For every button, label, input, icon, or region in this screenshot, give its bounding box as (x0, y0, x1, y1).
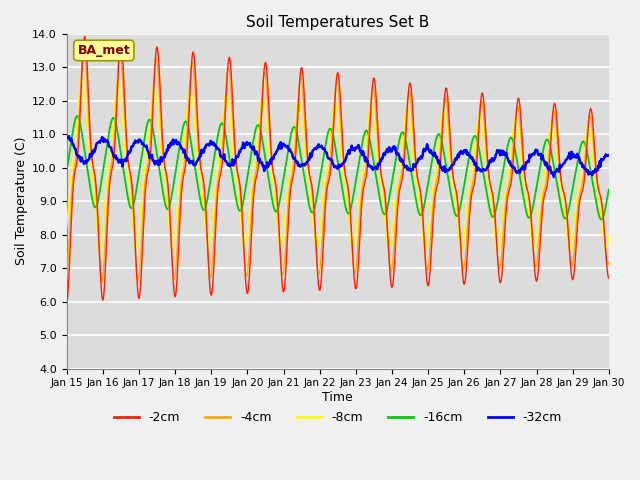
X-axis label: Time: Time (323, 391, 353, 404)
Legend: -2cm, -4cm, -8cm, -16cm, -32cm: -2cm, -4cm, -8cm, -16cm, -32cm (109, 406, 567, 429)
Y-axis label: Soil Temperature (C): Soil Temperature (C) (15, 137, 28, 265)
Text: BA_met: BA_met (77, 44, 130, 57)
Title: Soil Temperatures Set B: Soil Temperatures Set B (246, 15, 429, 30)
